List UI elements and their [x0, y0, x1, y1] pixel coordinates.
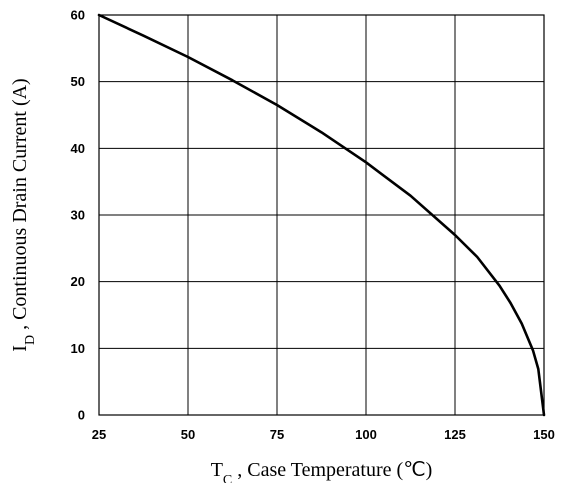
y-tick-label: 0: [78, 408, 85, 423]
y-tick-label: 40: [71, 141, 85, 156]
y-tick-label: 30: [71, 208, 85, 223]
y-tick-label: 20: [71, 274, 85, 289]
y-axis-title: ID , Continuous Drain Current (A): [9, 78, 38, 351]
y-axis-title-main: I: [9, 345, 31, 352]
plot-frame: [98, 14, 545, 416]
grid-lines: [99, 15, 544, 415]
y-axis-title-subscript: D: [23, 335, 38, 345]
y-tick-label: 10: [71, 341, 85, 356]
y-tick-label: 60: [71, 8, 85, 23]
x-tick-label: 50: [181, 427, 195, 442]
x-tick-label: 100: [355, 427, 377, 442]
y-tick-label: 50: [71, 74, 85, 89]
derating-curve: [97, 13, 546, 417]
x-tick-labels: 25 50 75 100 125 150: [92, 427, 555, 442]
x-tick-label: 75: [270, 427, 284, 442]
x-tick-label: 125: [444, 427, 466, 442]
x-axis-title-subscript: C: [223, 473, 232, 483]
x-axis-title-rest: , Case Temperature (℃): [232, 459, 432, 481]
x-axis-title: TC , Case Temperature (℃): [211, 459, 433, 483]
x-tick-label: 150: [533, 427, 555, 442]
x-tick-label: 25: [92, 427, 106, 442]
x-axis-title-main: T: [211, 459, 223, 481]
y-axis-title-rest: , Continuous Drain Current (A): [9, 78, 31, 335]
y-tick-labels: 0 10 20 30 40 50 60: [71, 8, 85, 423]
